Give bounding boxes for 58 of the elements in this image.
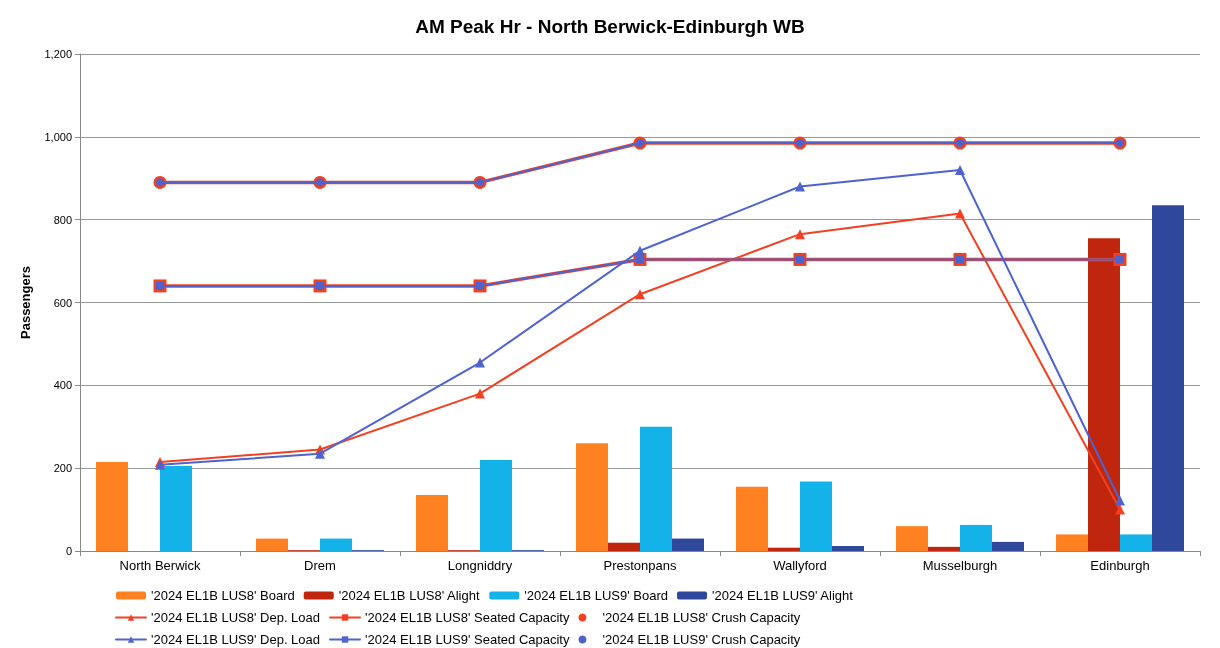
y-tick-label: 400 xyxy=(53,379,72,392)
bar xyxy=(576,443,608,551)
bar xyxy=(736,486,768,551)
legend-label: '2024 EL1B LUS8' Seated Capacity xyxy=(365,610,570,625)
point xyxy=(475,388,485,399)
legend-label: '2024 EL1B LUS8' Alight xyxy=(338,588,480,603)
legend-label: '2024 EL1B LUS8' Crush Capacity xyxy=(602,610,801,625)
point xyxy=(635,289,645,300)
x-tick-label: Wallyford xyxy=(773,558,827,573)
legend-label: '2024 EL1B LUS9' Alight xyxy=(712,588,854,603)
bar xyxy=(256,538,288,551)
bar xyxy=(832,546,864,551)
x-tick-label: Edinburgh xyxy=(1090,558,1150,573)
bar xyxy=(800,481,832,551)
y-axis-title: Passengers xyxy=(18,266,33,339)
y-tick-label: 1,000 xyxy=(44,130,72,143)
point xyxy=(1115,495,1125,506)
bar xyxy=(160,466,192,551)
y-tick-label: 800 xyxy=(53,213,72,226)
bar xyxy=(768,547,800,551)
point xyxy=(795,181,805,192)
bar xyxy=(1120,534,1152,551)
legend-label: '2024 EL1B LUS9' Crush Capacity xyxy=(602,632,801,647)
point xyxy=(315,448,325,459)
bar xyxy=(928,546,960,551)
legend-label: '2024 EL1B LUS9' Dep. Load xyxy=(151,632,321,647)
bar xyxy=(896,526,928,551)
legend-label: '2024 EL1B LUS9' Board xyxy=(524,588,669,603)
y-tick-label: 600 xyxy=(53,296,72,309)
bar xyxy=(608,542,640,551)
y-tick-label: 0 xyxy=(65,545,72,557)
bar xyxy=(480,459,512,551)
point xyxy=(795,229,805,240)
chart-title: AM Peak Hr - North Berwick-Edinburgh WB xyxy=(415,16,805,37)
point xyxy=(475,357,485,368)
legend-label: '2024 EL1B LUS8' Board xyxy=(151,588,295,603)
y-tick-label: 200 xyxy=(53,462,72,475)
bar xyxy=(416,495,448,551)
x-tick-label: Drem xyxy=(304,558,336,573)
bar xyxy=(960,524,992,551)
bar xyxy=(640,426,672,551)
point xyxy=(955,164,965,175)
x-tick-label: Prestonpans xyxy=(603,558,677,573)
bar xyxy=(96,461,128,551)
legend-label: '2024 EL1B LUS9' Seated Capacity xyxy=(365,632,570,647)
x-tick-label: North Berwick xyxy=(119,558,201,573)
bar xyxy=(1152,205,1184,551)
point xyxy=(1115,504,1125,515)
bar xyxy=(1056,534,1088,551)
bar xyxy=(1088,238,1120,551)
x-tick-label: Musselburgh xyxy=(922,558,998,573)
x-tick-label: Longniddry xyxy=(447,558,513,573)
bar xyxy=(672,538,704,551)
point xyxy=(955,208,965,219)
legend-label: '2024 EL1B LUS8' Dep. Load xyxy=(151,610,321,625)
bar xyxy=(992,541,1024,551)
bar xyxy=(320,538,352,551)
y-tick-label: 1,200 xyxy=(44,48,72,60)
